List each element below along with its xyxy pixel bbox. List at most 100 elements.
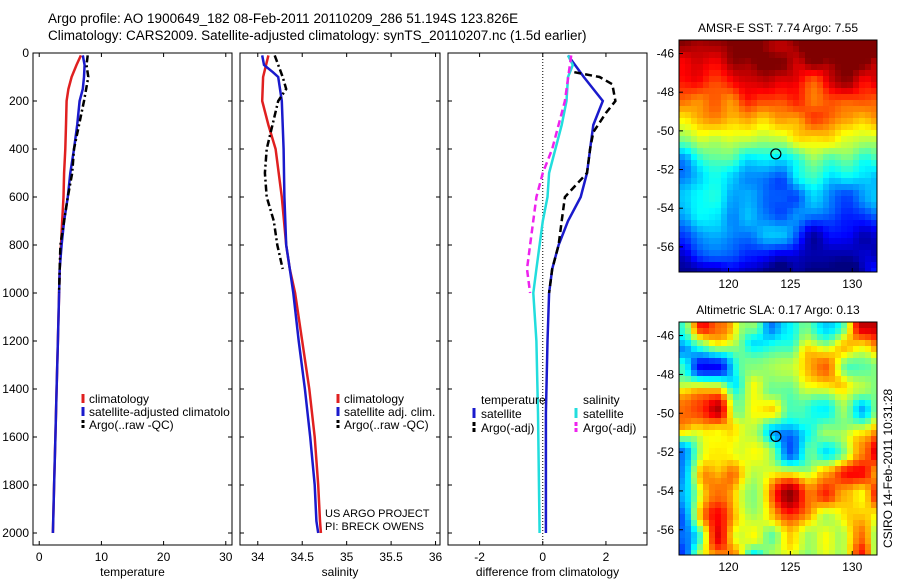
sst_map-cell [823, 154, 830, 161]
sla_map-cell [763, 472, 770, 479]
sla_map-cell [769, 322, 776, 329]
sla_map-cell [769, 472, 776, 479]
sla_map-cell [703, 472, 710, 479]
sla_map-cell [847, 370, 854, 377]
sst_map-cell [745, 166, 752, 173]
sst_map-cell [763, 238, 770, 245]
sst_map-cell [739, 112, 746, 119]
sst_map-cell [835, 130, 842, 137]
sst_map-cell [781, 88, 788, 95]
sla_map-cell [853, 550, 860, 556]
sst_map-cell [691, 112, 698, 119]
sst_map-cell [859, 136, 866, 143]
sst_map-cell [703, 172, 710, 179]
sla_map-cell [787, 502, 794, 509]
sst_map-cell [733, 94, 740, 101]
sst_map-cell [697, 220, 704, 227]
sst_map-cell [829, 244, 836, 251]
sla_map-cell [823, 448, 830, 455]
sla_map-cell [835, 508, 842, 515]
sla_map-cell [751, 328, 758, 335]
sla_map-cell [745, 430, 752, 437]
sla_map-cell [847, 340, 854, 347]
sla_map-cell [805, 400, 812, 407]
sst_map-cell [787, 244, 794, 251]
sla_map-cell [793, 322, 800, 329]
sla_map-cell [823, 376, 830, 383]
sla_map-cell [811, 412, 818, 419]
sla_map-cell [787, 430, 794, 437]
sst_map-cell [685, 136, 692, 143]
sla_map-cell [859, 322, 866, 329]
sst_map-cell [733, 136, 740, 143]
sla_map-cell [751, 502, 758, 509]
sla_map-cell [787, 352, 794, 359]
sla_map-cell [853, 370, 860, 377]
sla_map-cell [829, 412, 836, 419]
sst_map-cell [811, 190, 818, 197]
sst_map-cell [715, 76, 722, 83]
sla_map-cell [841, 352, 848, 359]
sla_map-cell [853, 412, 860, 419]
sla_map-cell [715, 400, 722, 407]
sla_map-cell [703, 520, 710, 527]
sla_map-cell [715, 388, 722, 395]
sst_map-cell [751, 94, 758, 101]
sst_map-cell [679, 154, 686, 161]
sla_map-cell [727, 526, 734, 533]
sst_map-cell [757, 142, 764, 149]
sla_map-cell [733, 496, 740, 503]
sst_map-cell [865, 214, 872, 221]
sst_map-cell [805, 268, 812, 273]
sla_map-cell [763, 388, 770, 395]
legend-label: Argo(-adj) [583, 421, 636, 435]
sst_map-cell [769, 136, 776, 143]
sst_map-cell [835, 250, 842, 257]
sst_map-cell [679, 190, 686, 197]
sst_map-cell [853, 142, 860, 149]
sst_map-cell [859, 94, 866, 101]
sst_map-cell [769, 226, 776, 233]
sla_map-cell [769, 448, 776, 455]
sst_map-cell [787, 208, 794, 215]
sla_map-cell [721, 448, 728, 455]
sla_map-cell [745, 334, 752, 341]
sst_map-cell [715, 94, 722, 101]
sst_map-cell [865, 46, 872, 53]
sst_map-cell [775, 208, 782, 215]
sst_map-cell [697, 76, 704, 83]
sst_map-cell [799, 226, 806, 233]
sla_map-cell [793, 382, 800, 389]
sst_map-cell [697, 94, 704, 101]
sst_map-cell [853, 70, 860, 77]
sst_map-cell [715, 232, 722, 239]
sst_map-cell [763, 232, 770, 239]
sla_map-cell [811, 442, 818, 449]
sst_map-cell [745, 94, 752, 101]
sst_map-cell [697, 232, 704, 239]
sla_map-cell [697, 496, 704, 503]
sla_map-cell [805, 472, 812, 479]
sst_map-cell [721, 184, 728, 191]
sla_map-cell [697, 364, 704, 371]
sla_map-cell [697, 526, 704, 533]
sla_map-cell [799, 370, 806, 377]
sla_map-cell [721, 322, 728, 329]
sst_map-cell [853, 190, 860, 197]
sla_map-cell [739, 376, 746, 383]
sst_map-cell [781, 64, 788, 71]
sst_map-cell [763, 262, 770, 269]
sla_map-cell [703, 418, 710, 425]
sla_map-cell [703, 376, 710, 383]
sst_map-cell [817, 130, 824, 137]
sst_map-cell [757, 214, 764, 221]
sla_map-cell [691, 466, 698, 473]
sla_map-cell [691, 382, 698, 389]
sst_map-cell [835, 88, 842, 95]
sst_map-cell [871, 196, 878, 203]
sst_map-cell [871, 262, 878, 269]
sla_map-cell [739, 478, 746, 485]
sst_map-cell [679, 256, 686, 263]
project-credit-line2: PI: BRECK OWENS [325, 521, 424, 533]
sst_map-cell [829, 220, 836, 227]
